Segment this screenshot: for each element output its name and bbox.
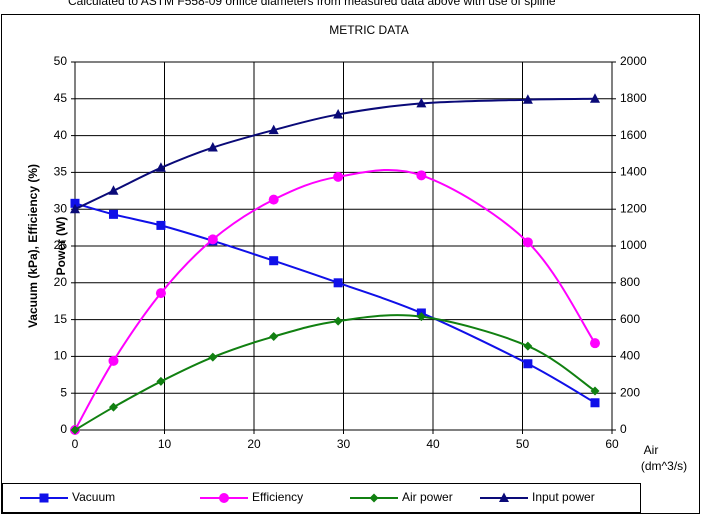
marker bbox=[590, 398, 600, 408]
note: Calculated to ASTM F558-09 orifice diame… bbox=[68, 0, 556, 8]
marker bbox=[523, 341, 533, 351]
marker bbox=[208, 352, 218, 362]
marker bbox=[333, 108, 344, 119]
y2-tick-label: 2000 bbox=[620, 54, 647, 68]
marker bbox=[219, 493, 229, 503]
x-tick-label: 50 bbox=[516, 437, 530, 451]
y-tick-label: 40 bbox=[54, 128, 68, 142]
marker bbox=[589, 338, 600, 349]
marker bbox=[522, 94, 533, 104]
legend bbox=[2, 483, 641, 513]
y-tick-label: 25 bbox=[54, 238, 68, 252]
y2-axis-title: Power (W) bbox=[54, 217, 68, 276]
y-tick-label: 5 bbox=[60, 385, 67, 399]
legend-label: Efficiency bbox=[252, 490, 303, 504]
legend-label: Air power bbox=[402, 490, 453, 504]
y-axis-title: Vacuum (kPa), Efficiency (%) bbox=[26, 164, 40, 328]
marker bbox=[70, 425, 80, 435]
y2-tick-label: 1600 bbox=[620, 128, 647, 142]
marker bbox=[269, 332, 279, 342]
plot-area bbox=[74, 61, 613, 431]
chart-border bbox=[1, 14, 700, 514]
marker bbox=[333, 316, 343, 326]
marker bbox=[155, 288, 166, 299]
x-axis-title: (dm^3/s) bbox=[641, 459, 687, 473]
y-tick-label: 45 bbox=[54, 91, 68, 105]
x-tick-label: 10 bbox=[158, 437, 172, 451]
y-tick-label: 35 bbox=[54, 165, 68, 179]
marker bbox=[268, 124, 279, 135]
marker bbox=[523, 359, 533, 369]
marker bbox=[333, 171, 344, 182]
y2-tick-label: 0 bbox=[620, 422, 627, 436]
y-tick-label: 30 bbox=[54, 201, 68, 215]
marker bbox=[70, 203, 80, 214]
marker bbox=[39, 493, 49, 503]
marker bbox=[108, 185, 119, 195]
y2-tick-label: 1800 bbox=[620, 91, 647, 105]
marker bbox=[416, 312, 426, 322]
marker bbox=[590, 386, 600, 396]
y2-tick-label: 1000 bbox=[620, 238, 647, 252]
legend-label: Input power bbox=[532, 490, 595, 504]
legend-label: Vacuum bbox=[72, 490, 115, 504]
y2-tick-label: 400 bbox=[620, 349, 640, 363]
x-tick-label: 40 bbox=[426, 437, 440, 451]
marker bbox=[155, 162, 166, 172]
marker bbox=[207, 234, 218, 245]
marker bbox=[207, 142, 218, 152]
marker bbox=[156, 220, 166, 230]
chart-title: METRIC DATA bbox=[329, 23, 409, 37]
series-line bbox=[74, 202, 596, 404]
y2-tick-label: 200 bbox=[620, 385, 640, 399]
y-tick-label: 50 bbox=[54, 54, 68, 68]
y-tick-label: 20 bbox=[54, 275, 68, 289]
y2-tick-label: 1200 bbox=[620, 201, 647, 215]
series-line bbox=[74, 97, 596, 211]
marker bbox=[416, 97, 427, 108]
y-tick-label: 0 bbox=[60, 422, 67, 436]
marker bbox=[369, 493, 379, 503]
x-tick-label: 60 bbox=[605, 437, 619, 451]
y2-tick-label: 600 bbox=[620, 312, 640, 326]
marker bbox=[333, 278, 343, 288]
series-line bbox=[74, 168, 596, 431]
marker bbox=[70, 198, 80, 208]
marker bbox=[589, 93, 600, 103]
x-tick-label: 20 bbox=[247, 437, 261, 451]
y2-tick-label: 1400 bbox=[620, 165, 647, 179]
series-line bbox=[74, 314, 596, 431]
x-tick-label: 30 bbox=[337, 437, 351, 451]
marker bbox=[156, 376, 166, 386]
x-tick-label: 0 bbox=[72, 437, 79, 451]
marker bbox=[416, 170, 427, 181]
x-axis-title: Air bbox=[644, 443, 659, 457]
marker bbox=[108, 402, 118, 412]
marker bbox=[108, 355, 119, 366]
y2-tick-label: 800 bbox=[620, 275, 640, 289]
marker bbox=[268, 194, 279, 205]
marker bbox=[108, 209, 118, 219]
y-tick-label: 10 bbox=[54, 349, 68, 363]
marker bbox=[522, 237, 533, 248]
y-tick-label: 15 bbox=[54, 312, 68, 326]
marker bbox=[269, 256, 279, 266]
marker bbox=[499, 492, 509, 502]
